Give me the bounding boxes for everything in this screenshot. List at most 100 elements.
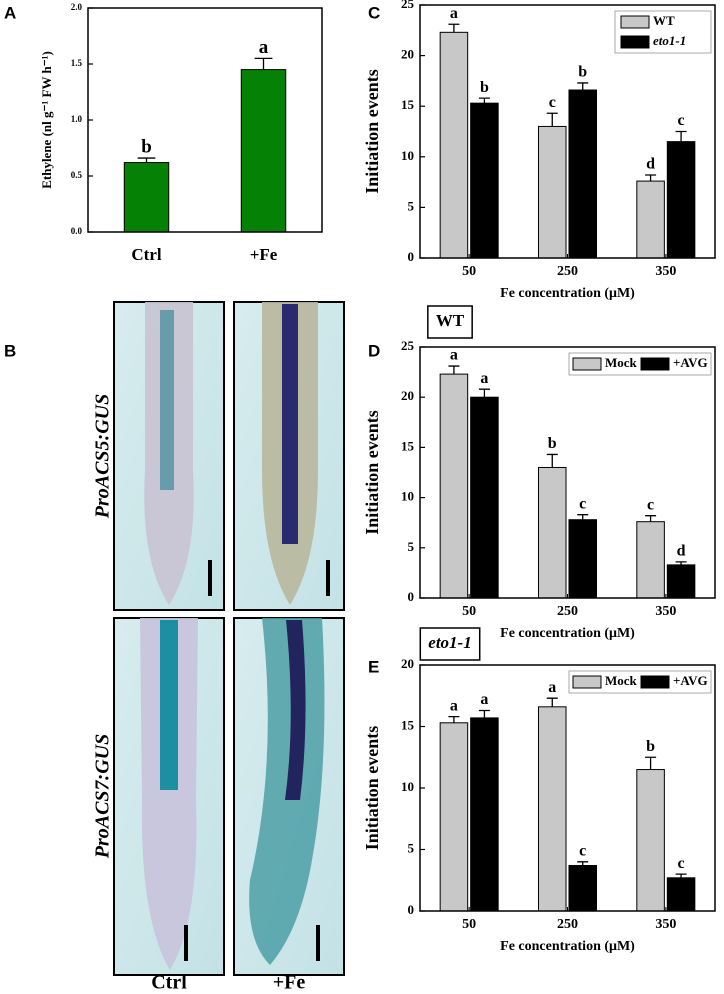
bar xyxy=(470,102,499,259)
x-tick-label: 250 xyxy=(557,917,578,932)
y-tick-label: 20 xyxy=(401,656,414,671)
panel-b: B ProACS5:GUS ProACS7:GUS Ctrl +Fe xyxy=(4,301,345,994)
scale-bar xyxy=(326,560,330,596)
bar xyxy=(636,521,665,599)
bar xyxy=(470,717,499,912)
bar xyxy=(666,141,696,259)
legend-label: Mock xyxy=(605,673,638,688)
y-tick-label: 1.0 xyxy=(71,114,83,124)
y-tick-label: 0 xyxy=(408,249,415,264)
x-tick-label: 350 xyxy=(655,917,676,932)
legend-label: +AVG xyxy=(673,673,708,688)
y-tick-label: 10 xyxy=(401,148,414,163)
bar xyxy=(537,466,567,599)
plot-frame xyxy=(419,346,716,599)
bar xyxy=(636,180,665,259)
x-axis-label: Fe concentration (μM) xyxy=(500,939,635,954)
error-bar xyxy=(645,174,657,182)
significance-letter: a xyxy=(480,691,488,708)
bar xyxy=(439,722,469,912)
legend-swatch xyxy=(640,675,670,689)
panel-letter: D xyxy=(368,341,380,360)
bar xyxy=(568,519,598,599)
y-tick-label: 15 xyxy=(401,717,415,732)
legend-label: eto1-1 xyxy=(653,33,686,48)
significance-letter: b xyxy=(578,64,587,81)
error-bar xyxy=(478,388,490,398)
y-tick-label: 10 xyxy=(401,779,414,794)
group-label: eto1-1 xyxy=(428,633,471,652)
x-tick-label: 250 xyxy=(557,264,578,279)
bar xyxy=(537,706,567,912)
x-tick-label: Ctrl xyxy=(131,245,161,264)
legend-label: Mock xyxy=(605,355,638,370)
legend-label: WT xyxy=(653,13,675,28)
y-tick-label: 0 xyxy=(408,902,415,917)
y-tick-label: 5 xyxy=(408,840,415,855)
y-tick-label: 25 xyxy=(401,338,415,353)
significance-letter: b xyxy=(646,738,655,755)
y-tick-label: 1.5 xyxy=(71,58,83,68)
x-tick-label: 350 xyxy=(655,604,676,619)
y-axis-label: Initiation events xyxy=(362,69,382,194)
x-tick-label: 50 xyxy=(462,604,476,619)
legend-swatch xyxy=(572,675,602,689)
error-bar xyxy=(546,112,558,127)
panel-letter: A xyxy=(4,3,16,22)
stain xyxy=(160,310,174,490)
y-tick-label: 20 xyxy=(401,47,414,62)
legend-swatch xyxy=(640,357,670,371)
y-axis-label: Initiation events xyxy=(362,410,382,535)
significance-letter: d xyxy=(646,156,655,173)
y-tick-label: 2.0 xyxy=(71,2,83,12)
x-tick-label: +Fe xyxy=(250,245,278,264)
panel-letter: C xyxy=(368,3,380,22)
legend-swatch xyxy=(620,15,650,29)
bar xyxy=(537,125,567,259)
plot-frame xyxy=(419,4,716,259)
panel-letter: B xyxy=(4,341,16,360)
error-bar xyxy=(448,716,460,723)
significance-letter: a xyxy=(259,37,269,58)
significance-letter: c xyxy=(549,94,556,111)
error-bar xyxy=(546,697,558,707)
significance-letter: c xyxy=(579,495,586,512)
significance-letter: c xyxy=(678,855,685,872)
bar xyxy=(439,31,469,259)
x-axis-label: Fe concentration (μM) xyxy=(500,286,635,301)
stain xyxy=(285,620,306,800)
stain xyxy=(282,304,298,544)
y-tick-label: 5 xyxy=(408,539,415,554)
error-bar xyxy=(448,23,460,33)
bar xyxy=(470,396,499,599)
error-bar xyxy=(137,157,156,163)
error-bar xyxy=(577,82,589,91)
y-tick-label: 0.5 xyxy=(71,170,83,180)
error-bar xyxy=(675,873,687,878)
plot-frame xyxy=(87,7,323,233)
x-tick-label: 350 xyxy=(655,264,676,279)
significance-letter: b xyxy=(141,136,152,157)
y-tick-label: 15 xyxy=(401,97,415,112)
legend-swatch xyxy=(572,357,602,371)
legend-box xyxy=(568,352,712,376)
significance-letter: c xyxy=(647,496,654,513)
error-bar xyxy=(645,515,657,522)
legend-box xyxy=(568,670,712,694)
y-axis-label: Initiation events xyxy=(362,726,382,851)
bar xyxy=(666,877,696,912)
y-tick-label: 15 xyxy=(401,438,415,453)
scale-bar xyxy=(208,560,212,596)
error-bar xyxy=(645,756,657,770)
error-bar xyxy=(577,514,589,520)
legend-label: +AVG xyxy=(673,355,708,370)
x-tick-label: 250 xyxy=(557,604,578,619)
bar xyxy=(636,769,665,912)
x-axis-label: Fe concentration (μM) xyxy=(500,626,635,641)
significance-letter: b xyxy=(548,435,557,452)
error-bar xyxy=(478,97,490,104)
y-tick-label: 25 xyxy=(401,0,415,11)
error-bar xyxy=(254,57,273,70)
significance-letter: a xyxy=(450,347,458,364)
plot-frame xyxy=(419,664,716,912)
